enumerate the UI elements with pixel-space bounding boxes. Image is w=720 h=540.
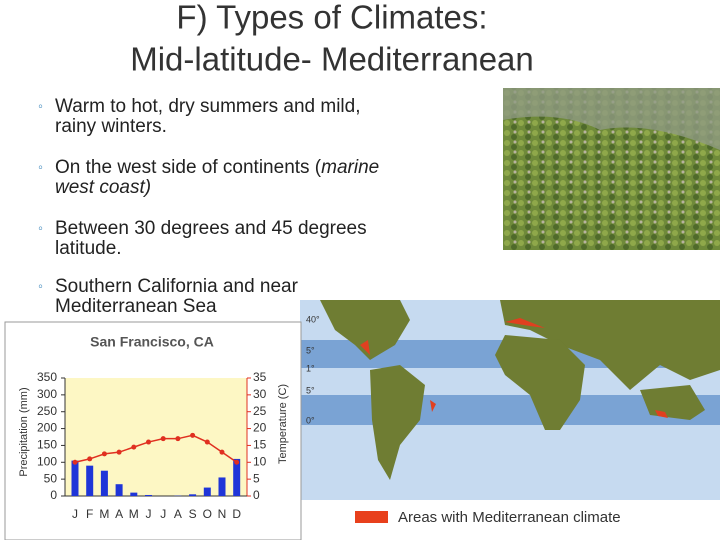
bar [86,465,94,496]
temperature-point [204,439,210,445]
text-run: west coast) [55,177,151,198]
bar [203,487,211,496]
bullet-text: Mediterranean Sea [55,296,217,317]
bullet-text: Warm to hot, dry summers and mild, [55,96,360,117]
x-tick-label: A [174,507,182,521]
chart-title: San Francisco, CA [90,334,214,350]
bullet-text: west coast) [55,177,151,198]
temperature-line [74,434,238,464]
bar [130,492,138,496]
temperature-point [146,439,151,445]
latitude-label: 5° [306,345,315,355]
y-tick-label: 350 [37,370,57,384]
x-tick-label: N [218,507,227,521]
temperature-point [131,444,137,450]
title: F) Types of Climates: Mid-latitude- Medit… [130,0,534,78]
temperature-point [219,449,225,455]
y2-axis-label: Temperature (C) [277,384,289,464]
temperature-point [160,436,166,442]
bar [218,477,226,496]
temperature-point [87,456,93,462]
plot-area [65,378,247,496]
text-run: latitude. [55,238,122,259]
bullet-text: On the west side of continents (marine [55,157,379,178]
x-tick-label: M [99,507,109,521]
bullet-text: Southern California and near [55,276,299,297]
bar [145,494,152,496]
temperature-point [234,459,240,465]
y-tick-label: 300 [37,387,57,401]
text-run: Southern California and near [55,276,299,297]
x-tick-label: M [129,507,139,521]
bullet-list: ◦ Warm to hot, dry summers and mild,rainy… [38,96,379,317]
bullet-text: latitude. [55,238,122,259]
legend-swatch [355,511,388,523]
y2-tick-label: 25 [253,404,267,418]
text-run: marine [321,157,379,178]
bullet-marker: ◦ [38,220,43,236]
x-tick-label: J [160,507,166,521]
text-run: Between 30 degrees and 45 degrees [55,218,367,239]
text-run: Warm to hot, dry summers and mild, [55,96,360,117]
y-tick-label: 50 [44,471,58,485]
bullet-marker: ◦ [38,278,43,294]
title-line: Mid-latitude- Mediterranean [130,41,534,78]
x-tick-label: O [203,507,212,521]
bar [100,470,108,496]
bar [233,458,241,496]
photo [503,88,720,250]
y-tick-label: 0 [50,488,57,502]
y-tick-label: 250 [37,404,57,418]
bullet-text: Between 30 degrees and 45 degrees [55,218,367,239]
text-run: On the west side of continents ( [55,157,322,178]
x-tick-label: J [72,507,78,521]
y-tick-label: 200 [37,421,57,435]
text-run: Mediterranean Sea [55,296,217,317]
x-tick-label: A [115,507,123,521]
x-tick-label: D [232,507,241,521]
y2-tick-label: 0 [253,488,260,502]
bullet-marker: ◦ [38,98,43,114]
latitude-label: 1° [306,363,315,373]
x-tick-label: J [146,507,152,521]
temperature-point [175,436,181,442]
bullet-text: rainy winters. [55,116,167,137]
bar [189,494,197,496]
x-tick-label: F [86,507,93,521]
y2-tick-label: 30 [253,387,267,401]
title-line: F) Types of Climates: [176,0,487,36]
y2-tick-label: 15 [253,438,267,452]
y2-tick-label: 10 [253,454,267,468]
temperature-point [190,432,196,438]
latitude-label: 40° [306,314,320,324]
latitude-label: 5° [306,385,315,395]
x-tick-label: S [189,507,197,521]
temperature-point [116,449,122,455]
y2-tick-label: 5 [253,471,260,485]
map-legend: Areas with Mediterranean climate [398,509,621,526]
bullet-marker: ◦ [38,159,43,175]
latitude-label: 0° [306,415,315,425]
y2-tick-label: 35 [253,370,267,384]
y-tick-label: 150 [37,438,57,452]
temperature-point [72,459,78,465]
temperature-point [101,451,107,457]
y-tick-label: 100 [37,454,57,468]
text-run: rainy winters. [55,116,167,137]
y2-tick-label: 20 [253,421,267,435]
world-map: Areas with Mediterranean climate [300,300,720,540]
bar [71,460,79,496]
y-axis-label: Precipitation (mm) [18,387,30,476]
bar [115,484,123,496]
